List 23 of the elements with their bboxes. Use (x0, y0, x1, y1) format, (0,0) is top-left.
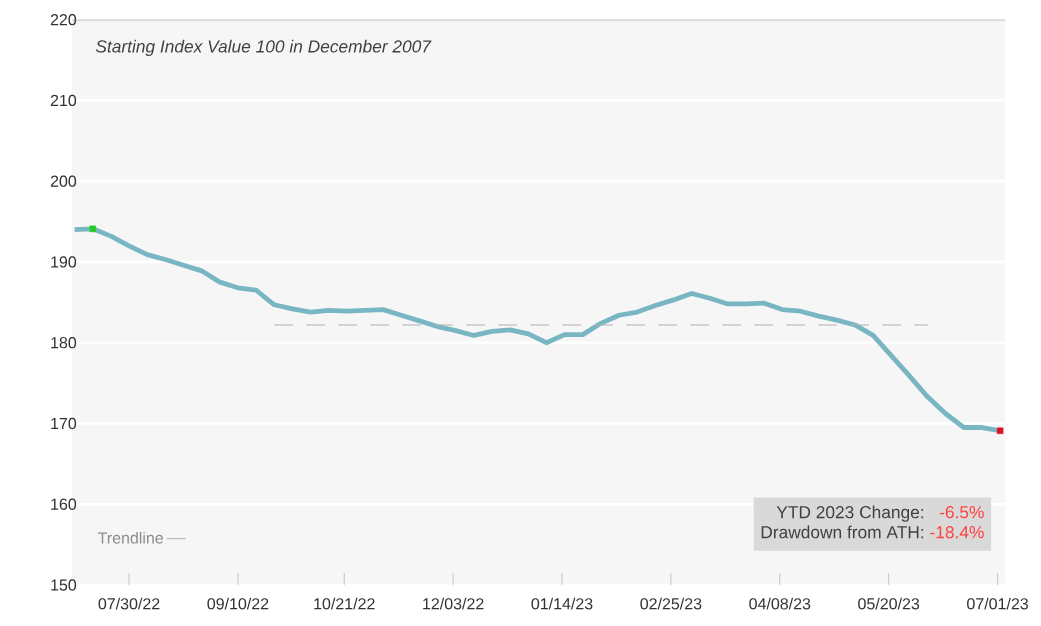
legend-label: Trendline (97, 531, 163, 544)
annotation: -18.4% (930, 526, 984, 539)
x-tick-label: 05/20/23 (858, 597, 920, 610)
x-tick-label: 07/30/22 (98, 597, 160, 610)
y-tick-label: 180 (51, 337, 77, 349)
x-tick-label: 09/10/22 (207, 597, 269, 610)
y-tick-label: 210 (50, 94, 77, 107)
x-tick-label: 04/08/23 (749, 597, 811, 610)
y-tick-label: 190 (51, 256, 77, 268)
x-tick-label: 10/21/22 (314, 597, 375, 610)
y-tick-label: 170 (51, 417, 77, 430)
x-tick-label: 02/25/23 (640, 597, 702, 610)
annotation: Starting Index Value 100 in December 2007 (95, 39, 432, 57)
x-tick-label: 12/03/22 (423, 597, 484, 610)
x-tick-label: 07/01/23 (967, 597, 1028, 610)
annotation: Drawdown from ATH: (761, 525, 924, 539)
annotation: YTD 2023 Change: (776, 505, 924, 522)
annotation: -6.5% (939, 506, 984, 519)
y-tick-label: 160 (51, 498, 77, 510)
y-tick-label: 200 (50, 175, 77, 187)
x-tick-label: 01/14/23 (531, 597, 593, 610)
y-tick-label: 220 (50, 14, 77, 26)
y-tick-label: 150 (51, 579, 77, 591)
